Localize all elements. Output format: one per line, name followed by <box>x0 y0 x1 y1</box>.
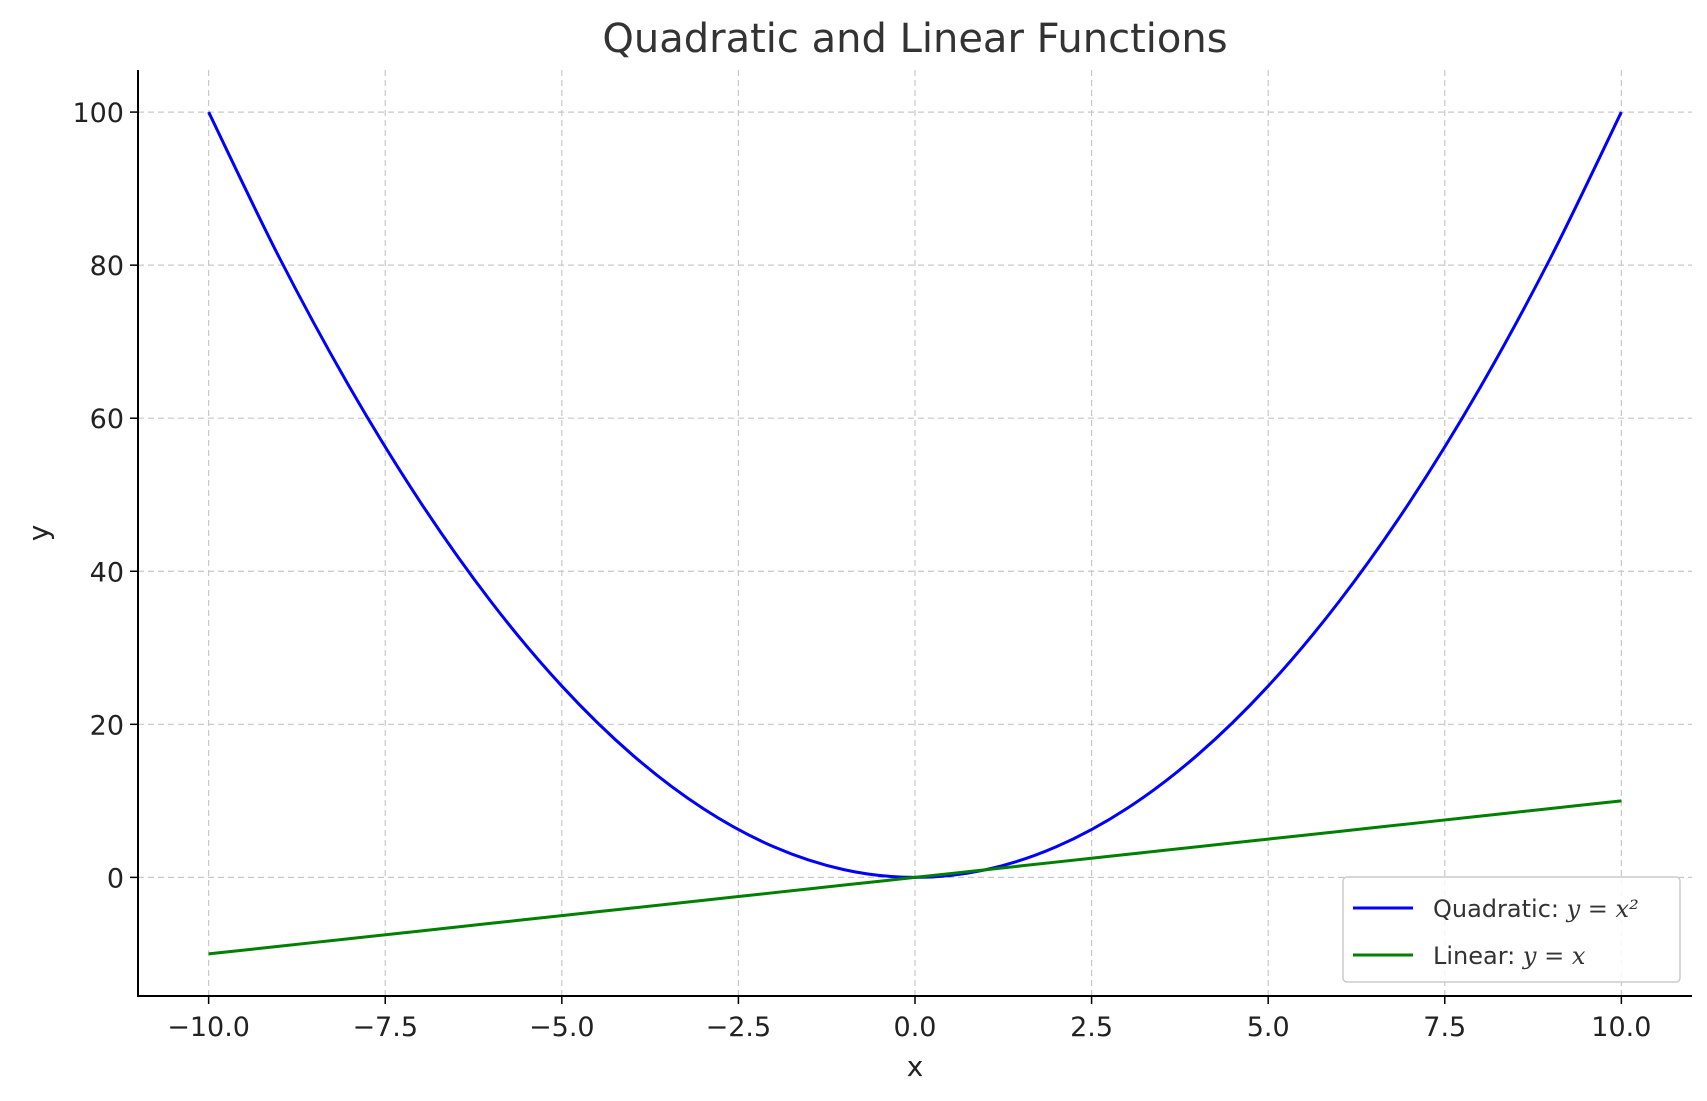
y-axis-label: y <box>22 525 55 542</box>
legend-label-quadratic: Quadratic: y = x² <box>1433 895 1639 923</box>
legend: Quadratic: y = x² Linear: y = x <box>1342 876 1681 983</box>
chart-title: Quadratic and Linear Functions <box>602 16 1227 62</box>
x-tick-label: −2.5 <box>706 1012 772 1043</box>
y-tick-label: 60 <box>90 404 124 435</box>
x-tick-label: 2.5 <box>1070 1012 1113 1043</box>
ticks: −10.0 −7.5 −5.0 −2.5 0.0 2.5 5.0 7.5 10.0 0 20 40 60… <box>72 98 1651 1043</box>
y-tick-label: 80 <box>90 251 124 282</box>
grid <box>138 70 1692 996</box>
y-tick-label: 20 <box>90 710 124 741</box>
legend-box <box>1342 876 1681 983</box>
x-axis-label: x <box>907 1050 924 1083</box>
x-tick-label: −7.5 <box>352 1012 418 1043</box>
x-tick-label: 0.0 <box>894 1012 937 1043</box>
series-lines <box>207 111 1623 956</box>
linear-series-line <box>208 799 1622 956</box>
y-tick-label: 0 <box>107 863 124 894</box>
x-tick-label: 10.0 <box>1591 1012 1651 1043</box>
y-tick-label: 40 <box>90 557 124 588</box>
x-tick-label: −5.0 <box>529 1012 595 1043</box>
y-tick-label: 100 <box>72 98 124 129</box>
x-tick-label: 7.5 <box>1423 1012 1466 1043</box>
legend-label-linear: Linear: y = x <box>1433 942 1586 970</box>
x-tick-label: −10.0 <box>167 1012 250 1043</box>
x-tick-label: 5.0 <box>1247 1012 1290 1043</box>
